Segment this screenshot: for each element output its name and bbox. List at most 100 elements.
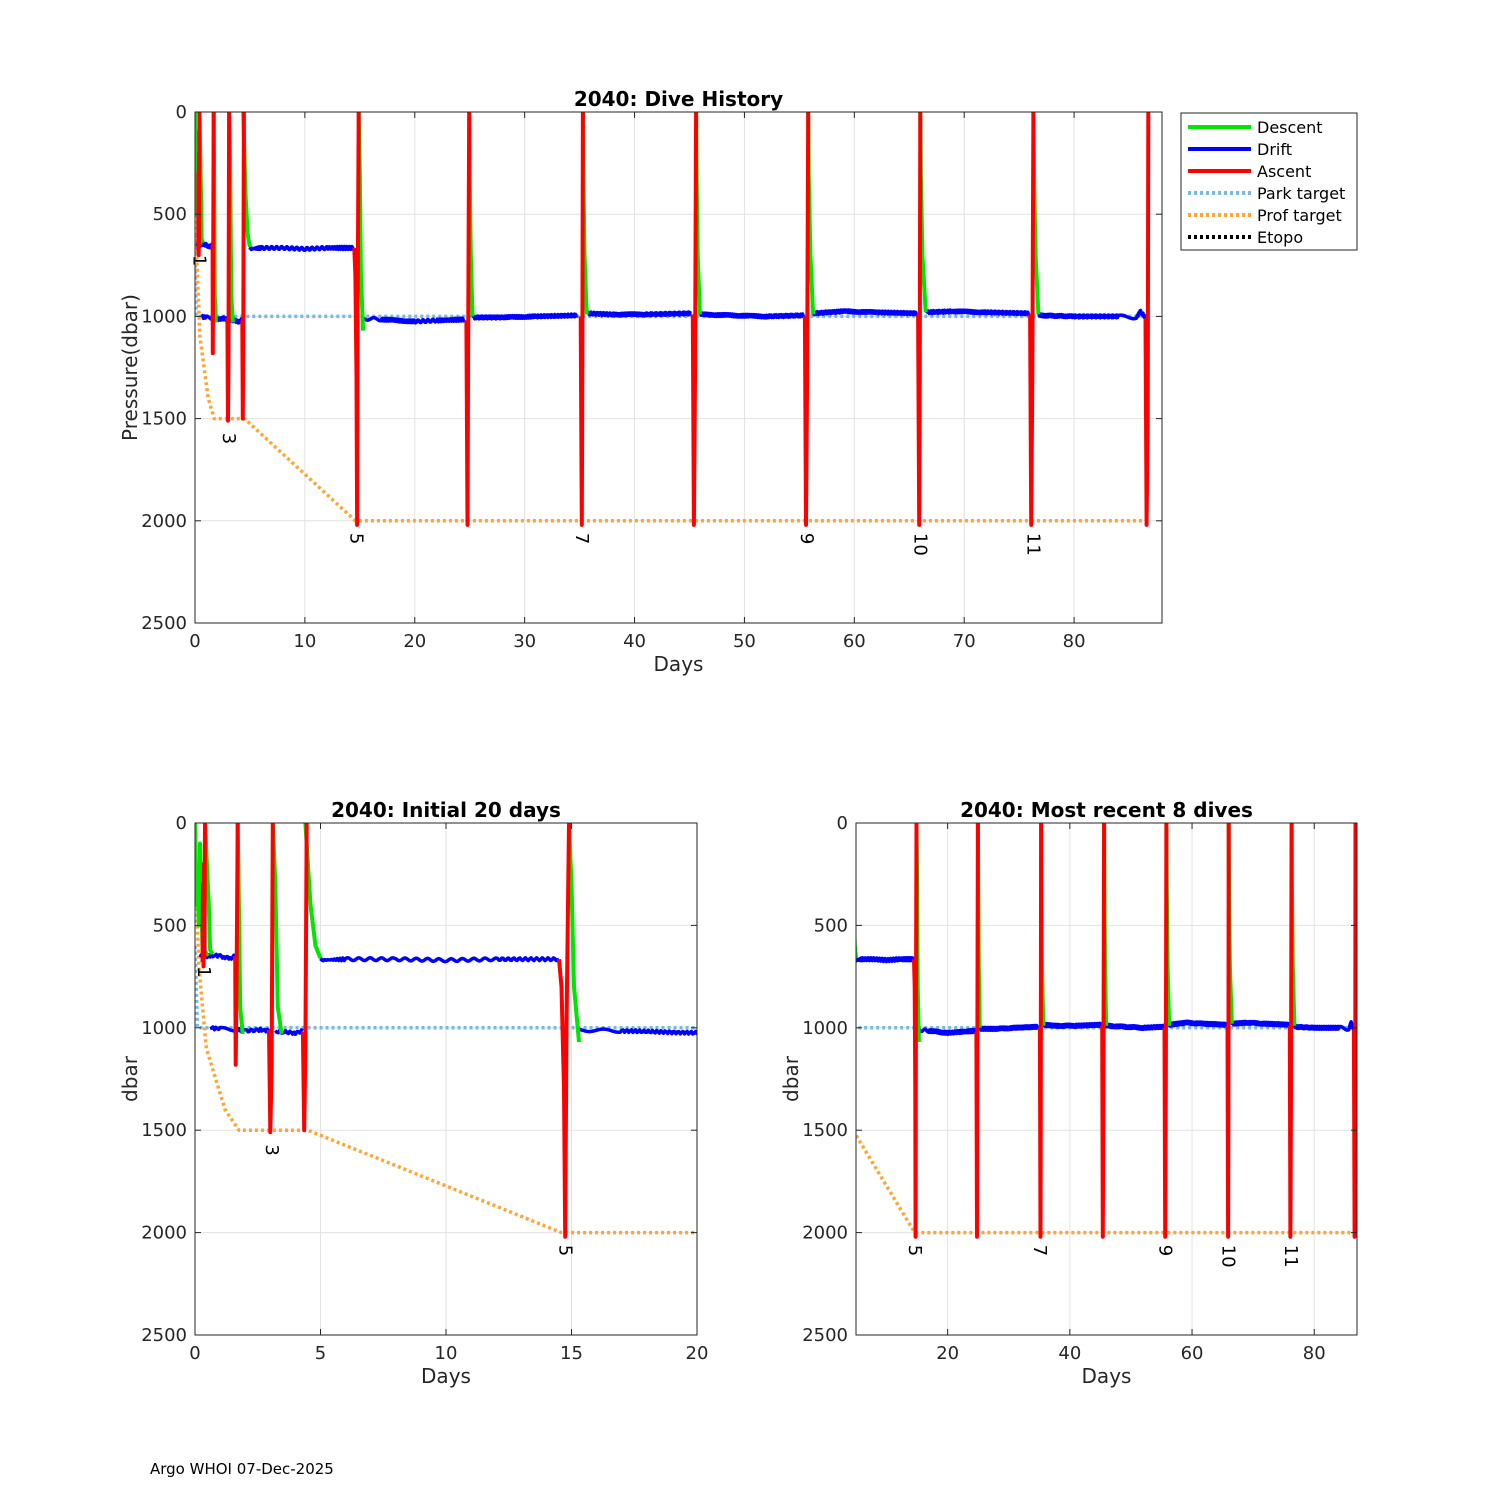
y-axis-label: dbar — [118, 1055, 142, 1102]
ascent-line — [1037, 823, 1044, 1239]
drift-line — [827, 954, 836, 959]
x-tick-label: 80 — [1303, 1343, 1326, 1364]
axes-frame — [855, 822, 1358, 1336]
y-tick-label: 0 — [176, 102, 187, 123]
ascent-line — [240, 112, 246, 421]
descent-line — [203, 823, 215, 956]
axes-3: 5 7 9 10 11 20 40 60 80 0 500 1000 1500 2000 2500 Days d… — [779, 798, 1358, 1388]
prof-target-line — [195, 853, 697, 1235]
x-tick-label: 20 — [686, 1343, 709, 1364]
drift-line — [1104, 1022, 1166, 1031]
y-axis-label: dbar — [779, 1055, 803, 1102]
x-tick-label: 80 — [1063, 631, 1086, 652]
descent-line — [856, 918, 858, 959]
chart-title: 2040: Dive History — [574, 87, 783, 111]
x-tick-label: 50 — [733, 631, 756, 652]
ascent-line — [557, 823, 571, 1239]
dive-label: 1 — [188, 255, 209, 266]
y-tick-label: 1000 — [141, 306, 187, 327]
ascent-line — [827, 823, 828, 966]
dive-label: 10 — [909, 533, 930, 556]
park-target-line — [856, 1026, 1356, 1030]
drift-line — [360, 315, 466, 325]
legend-label-park_target: Park target — [1257, 184, 1345, 203]
ascent-line — [802, 112, 811, 527]
drift-line — [1292, 1020, 1356, 1032]
chart-title: 2040: Most recent 8 dives — [960, 798, 1253, 822]
chart-title: 2040: Initial 20 days — [331, 798, 561, 822]
x-tick-label: 0 — [189, 1343, 200, 1364]
axes-1: 1 3 5 7 9 10 11 0 10 20 30 40 50 60 70 80 0 500 1000 1500 20… — [118, 87, 1163, 676]
drift-line — [319, 956, 560, 964]
drift-line — [471, 312, 579, 321]
ascent-line — [1351, 823, 1357, 1239]
y-tick-label: 500 — [153, 915, 187, 936]
axes-frame — [194, 111, 1163, 624]
x-tick-label: 15 — [560, 1343, 583, 1364]
y-axis-label: Pressure(dbar) — [118, 294, 142, 441]
drift-line — [1230, 1019, 1291, 1028]
drift-line — [916, 1027, 977, 1037]
ascent-line — [210, 112, 216, 356]
dive-label: 11 — [1023, 533, 1044, 556]
legend-label-ascent: Ascent — [1257, 162, 1311, 181]
dive-label: 10 — [1217, 1245, 1238, 1268]
legend-label-prof_target: Prof target — [1257, 206, 1342, 225]
drift-line — [1167, 1019, 1229, 1028]
x-tick-label: 40 — [623, 631, 646, 652]
ascent-line — [352, 112, 361, 527]
dive-label: 3 — [261, 1144, 282, 1155]
x-tick-label: 30 — [513, 631, 536, 652]
ascent-line — [300, 823, 309, 1133]
y-tick-label: 1000 — [802, 1018, 848, 1039]
x-tick-label: 10 — [435, 1343, 458, 1364]
legend-box — [1180, 112, 1358, 251]
ascent-line — [233, 823, 240, 1067]
y-tick-label: 2500 — [802, 1325, 848, 1346]
drift-line — [978, 1023, 1040, 1033]
legend-label-etopo: Etopo — [1257, 228, 1303, 247]
dive-label: 7 — [571, 533, 592, 544]
plot-area — [195, 112, 1151, 527]
x-tick-label: 5 — [315, 1343, 326, 1364]
ascent-line — [1143, 112, 1151, 527]
drift-line — [856, 956, 916, 964]
x-axis-label: Days — [1082, 1364, 1132, 1388]
ascent-line — [200, 823, 207, 969]
dive-label: 9 — [1154, 1245, 1175, 1256]
drift-line — [248, 244, 356, 253]
drift-line — [812, 308, 919, 317]
y-tick-label: 2000 — [802, 1223, 848, 1244]
ascent-line — [578, 112, 585, 527]
legend: Descent Drift Ascent Park target Prof target… — [1180, 112, 1358, 251]
ascent-line — [267, 823, 275, 1135]
dive-label: 3 — [218, 433, 239, 444]
drift-line — [925, 308, 1031, 317]
x-axis-label: Days — [421, 1364, 471, 1388]
ascent-line — [974, 823, 980, 1239]
ascent-line — [1162, 823, 1169, 1239]
drift-line — [1037, 308, 1148, 321]
legend-label-drift: Drift — [1257, 140, 1292, 159]
x-tick-label: 20 — [936, 1343, 959, 1364]
plot-area — [827, 823, 1357, 1239]
x-tick-label: 40 — [1058, 1343, 1081, 1364]
x-tick-label: 70 — [953, 631, 976, 652]
ascent-line — [1028, 112, 1036, 527]
dive-label: 5 — [554, 1245, 575, 1256]
y-tick-label: 0 — [176, 813, 187, 834]
ascent-line — [916, 112, 923, 527]
drift-line — [585, 310, 692, 318]
y-tick-label: 1500 — [141, 1120, 187, 1141]
x-tick-label: 0 — [189, 631, 200, 652]
y-tick-label: 500 — [814, 915, 848, 936]
y-tick-label: 2000 — [141, 511, 187, 532]
y-tick-label: 2500 — [141, 613, 187, 634]
dive-label: 5 — [346, 533, 367, 544]
ascent-line — [464, 112, 472, 527]
x-tick-label: 20 — [403, 631, 426, 652]
dive-label: 11 — [1280, 1245, 1301, 1268]
ascent-line — [690, 112, 699, 527]
y-tick-label: 2500 — [141, 1325, 187, 1346]
